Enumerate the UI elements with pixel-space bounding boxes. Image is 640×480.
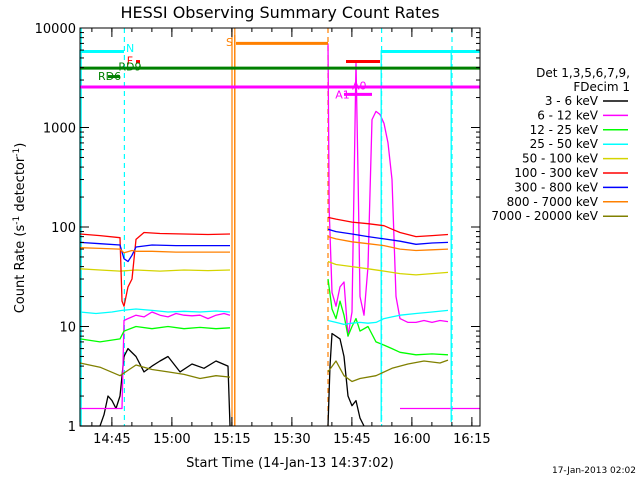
- series-7-line-0: [79, 247, 230, 254]
- flag-label-0: N: [126, 42, 134, 55]
- series-0-line-0: [80, 347, 231, 427]
- series-0-line-1: [327, 332, 365, 427]
- legend-label-1: 6 - 12 keV: [537, 108, 599, 122]
- flag-label-8: A1: [335, 88, 350, 101]
- series-8: [79, 359, 449, 383]
- series-5-line-0: [79, 231, 231, 307]
- x-tick-label-5: 16:00: [393, 432, 430, 447]
- legend-label-7: 800 - 7000 keV: [507, 195, 599, 209]
- series-0: [80, 332, 365, 427]
- legend-label-6: 300 - 800 keV: [514, 180, 598, 194]
- y-tick-label-1: 10: [59, 321, 76, 336]
- x-tick-label-4: 15:45: [333, 432, 370, 447]
- chart-title: HESSI Observing Summary Count Rates: [120, 3, 439, 22]
- x-tick-label-1: 15:00: [153, 432, 190, 447]
- flag-label-6: RD6: [98, 70, 121, 83]
- y-tick-label-3: 1000: [43, 122, 76, 137]
- x-tick-label-3: 15:30: [273, 432, 310, 447]
- y-tick-label-4: 10000: [35, 22, 76, 37]
- series-1-line-0: [80, 311, 231, 410]
- x-axis-label: Start Time (14-Jan-13 14:37:02): [186, 456, 394, 471]
- series-1-line-1: [327, 43, 449, 337]
- flag-label-7: A0: [352, 79, 367, 92]
- legend-header-2: FDecim 1: [573, 80, 630, 94]
- legend-label-4: 50 - 100 keV: [522, 152, 599, 166]
- series-6: [79, 228, 449, 263]
- series-8-line-0: [79, 362, 231, 380]
- footer-date: 17-Jan-2013 02:02: [552, 466, 636, 476]
- series-4-line-1: [327, 260, 449, 276]
- series-2-line-1: [327, 278, 449, 356]
- series-7-line-1: [327, 235, 449, 252]
- legend-label-0: 3 - 6 keV: [545, 94, 599, 108]
- x-tick-label-2: 15:15: [213, 432, 250, 447]
- series-8-line-1: [327, 359, 449, 383]
- x-tick-label-0: 14:45: [93, 432, 130, 447]
- y-tick-label-2: 100: [51, 221, 76, 236]
- series-6-line-1: [327, 228, 449, 245]
- legend-label-2: 12 - 25 keV: [530, 123, 599, 137]
- legend-header-1: Det 1,3,5,6,7,9,: [536, 66, 630, 80]
- series-7: [79, 35, 449, 426]
- series-2-line-0: [79, 325, 231, 343]
- flag-label-5: RD9: [118, 61, 141, 74]
- legend-label-3: 25 - 50 keV: [530, 137, 599, 151]
- series-6-line-0: [79, 241, 230, 263]
- legend-label-8: 7000 - 20000 keV: [491, 209, 598, 223]
- x-axis: 14:45 15:00 15:15 15:30 15:45 16:00 16:15: [91, 28, 491, 447]
- series-3: [79, 50, 452, 422]
- y-tick-label-0: 1: [68, 420, 76, 435]
- flag-label-4: S: [226, 36, 233, 49]
- y-axis: 1 10 100 1000 10000: [35, 22, 480, 435]
- series-4: [79, 260, 449, 276]
- series-2: [79, 278, 449, 356]
- series-5-line-1: [327, 216, 449, 238]
- x-tick-label-6: 16:15: [453, 432, 490, 447]
- flag-label-2: F: [127, 55, 133, 68]
- series-1: [80, 43, 480, 410]
- series-3-line-0: [79, 308, 231, 315]
- series-5: [79, 216, 449, 307]
- series-4-line-0: [79, 268, 231, 272]
- legend-label-5: 100 - 300 keV: [514, 166, 598, 180]
- series-3-line-1: [327, 309, 449, 326]
- y-axis-label: Count Rate (s-1 detector-1): [12, 143, 28, 314]
